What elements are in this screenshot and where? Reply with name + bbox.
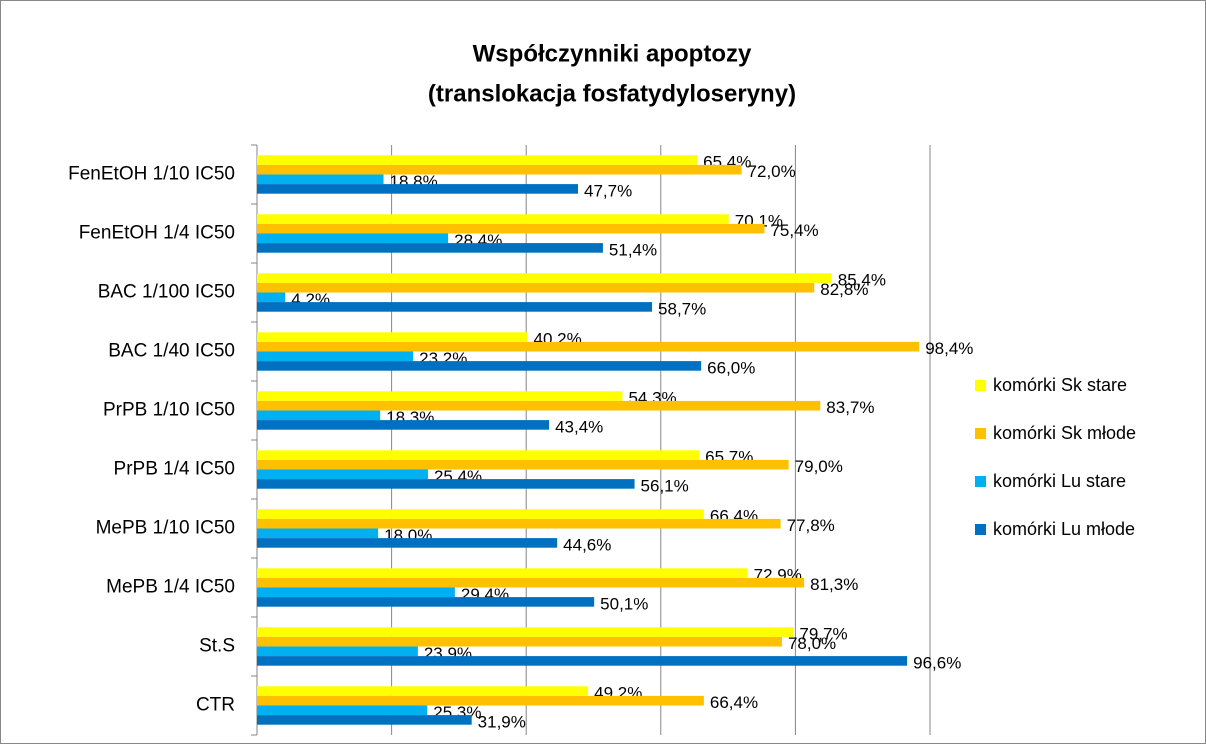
data-label: 66,4% [710, 693, 758, 712]
bar [257, 391, 623, 401]
legend-label: komórki Lu młode [993, 519, 1135, 539]
bar [257, 450, 700, 460]
y-tick-label: BAC 1/40 IC50 [108, 341, 235, 362]
y-tick-label: PrPB 1/10 IC50 [103, 400, 235, 421]
data-label: 31,9% [478, 712, 526, 731]
legend-swatch [975, 428, 986, 439]
data-label: 79,7% [799, 625, 847, 644]
y-tick-label: PrPB 1/4 IC50 [114, 459, 235, 480]
bar [257, 273, 832, 283]
bar [257, 351, 414, 362]
bar [257, 528, 379, 539]
bar [257, 459, 789, 470]
data-label: 50,1% [600, 594, 648, 613]
data-label: 43,4% [555, 417, 603, 436]
data-label: 51,4% [609, 240, 657, 259]
data-label: 85,4% [838, 271, 886, 290]
bar [257, 332, 528, 342]
bar [257, 174, 384, 185]
bar [257, 282, 815, 293]
bar [257, 479, 635, 489]
y-tick-label: MePB 1/10 IC50 [96, 518, 235, 539]
bar [257, 656, 908, 666]
data-label: 66,0% [707, 358, 755, 377]
legend-label: komórki Sk młode [993, 423, 1136, 443]
bar [257, 715, 472, 725]
data-label: 44,6% [563, 535, 611, 554]
bar [257, 695, 704, 706]
data-label: 56,1% [641, 476, 689, 495]
data-label: 82,8% [820, 280, 868, 299]
data-label: 81,3% [810, 575, 858, 594]
y-tick-label: FenEtOH 1/10 IC50 [68, 164, 235, 185]
bar [257, 420, 550, 430]
bar [257, 155, 698, 165]
bar [257, 410, 381, 421]
bar [257, 538, 558, 548]
bar [257, 361, 702, 371]
data-label: 96,6% [913, 653, 961, 672]
y-tick-label: MePB 1/4 IC50 [106, 577, 235, 598]
data-label: 83,7% [826, 398, 874, 417]
chart-title: Współczynniki apoptozy [473, 40, 752, 67]
legend-label: komórki Sk stare [993, 375, 1127, 395]
bar [257, 214, 729, 224]
bar [257, 341, 920, 352]
bar [257, 636, 782, 647]
data-label: 58,7% [658, 299, 706, 318]
bar [257, 705, 428, 716]
bar [257, 597, 595, 607]
bar [257, 400, 821, 411]
bar [257, 577, 805, 588]
bar [257, 627, 794, 637]
data-label: 98,4% [925, 339, 973, 358]
bar [257, 233, 449, 244]
data-label: 79,0% [795, 457, 843, 476]
bar [257, 509, 704, 519]
y-tick-label: St.S [199, 636, 235, 657]
bar [257, 518, 781, 529]
y-tick-label: BAC 1/100 IC50 [98, 282, 235, 303]
bar [257, 292, 286, 303]
chart-title: (translokacja fosfatydyloseryny) [428, 80, 796, 107]
bar [257, 469, 428, 480]
bar [257, 587, 455, 598]
bar [257, 223, 765, 234]
legend-swatch [975, 524, 986, 535]
data-label: 78,0% [788, 634, 836, 653]
y-tick-label: CTR [196, 695, 235, 716]
legend-label: komórki Lu stare [993, 471, 1126, 491]
bar [257, 164, 742, 175]
bar [257, 302, 653, 312]
bar [257, 568, 748, 578]
data-label: 72,0% [748, 162, 796, 181]
data-label: 77,8% [787, 516, 835, 535]
bar [257, 243, 603, 253]
legend-swatch [975, 476, 986, 487]
legend-swatch [975, 380, 986, 391]
data-label: 75,4% [770, 221, 818, 240]
data-label: 47,7% [584, 181, 632, 200]
bar [257, 686, 589, 696]
y-tick-label: FenEtOH 1/4 IC50 [79, 223, 235, 244]
bar [257, 184, 579, 194]
bar [257, 646, 418, 657]
